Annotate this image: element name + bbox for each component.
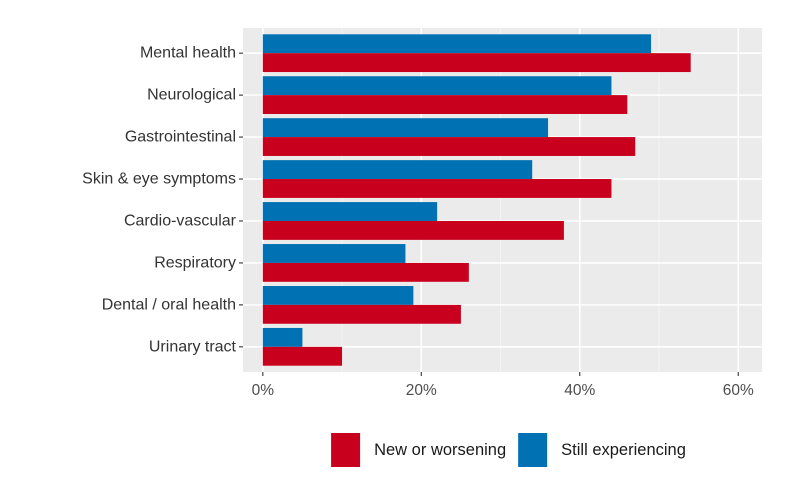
bars xyxy=(262,34,691,366)
y-tick-label: Urinary tract xyxy=(149,338,237,355)
legend-swatch xyxy=(331,433,361,467)
y-axis: Mental health Neurological Gastrointestina… xyxy=(82,45,243,355)
y-tick-label: Dental / oral health xyxy=(102,296,236,313)
bar-new-or-worsening-4 xyxy=(262,220,564,240)
x-axis: 0% 20% 40% 60% xyxy=(252,372,754,399)
y-tick-label: Respiratory xyxy=(154,254,236,271)
y-tick-label: Mental health xyxy=(140,45,236,62)
y-tick-label: Gastrointestinal xyxy=(125,129,236,146)
bar-new-or-worsening-2 xyxy=(262,137,636,156)
legend-label: New or worsening xyxy=(374,441,506,459)
bar-new-or-worsening-7 xyxy=(262,346,343,366)
bar-still-experiencing-0 xyxy=(262,34,652,54)
bar-still-experiencing-3 xyxy=(262,160,533,180)
x-tick-label: 0% xyxy=(252,382,275,399)
bar-still-experiencing-6 xyxy=(262,286,414,305)
y-tick-label: Cardio-vascular xyxy=(124,212,237,229)
bar-still-experiencing-5 xyxy=(262,244,406,263)
x-tick-label: 40% xyxy=(564,382,595,399)
bar-new-or-worsening-1 xyxy=(262,95,628,114)
bar-still-experiencing-4 xyxy=(262,202,438,221)
bar-new-or-worsening-3 xyxy=(262,179,612,198)
y-tick-label: Skin & eye symptoms xyxy=(82,171,236,188)
bar-still-experiencing-1 xyxy=(262,76,612,96)
x-tick-label: 60% xyxy=(723,382,754,399)
legend-label: Still experiencing xyxy=(561,441,686,459)
legend: New or worsening Still experiencing xyxy=(331,433,686,467)
x-tick-label: 20% xyxy=(406,382,437,399)
bar-new-or-worsening-6 xyxy=(262,304,461,324)
bar-still-experiencing-7 xyxy=(262,327,303,347)
bar-new-or-worsening-0 xyxy=(262,53,691,73)
bar-still-experiencing-2 xyxy=(262,118,549,138)
y-tick-label: Neurological xyxy=(147,87,236,104)
legend-swatch xyxy=(518,433,548,467)
bar-new-or-worsening-5 xyxy=(262,262,469,282)
